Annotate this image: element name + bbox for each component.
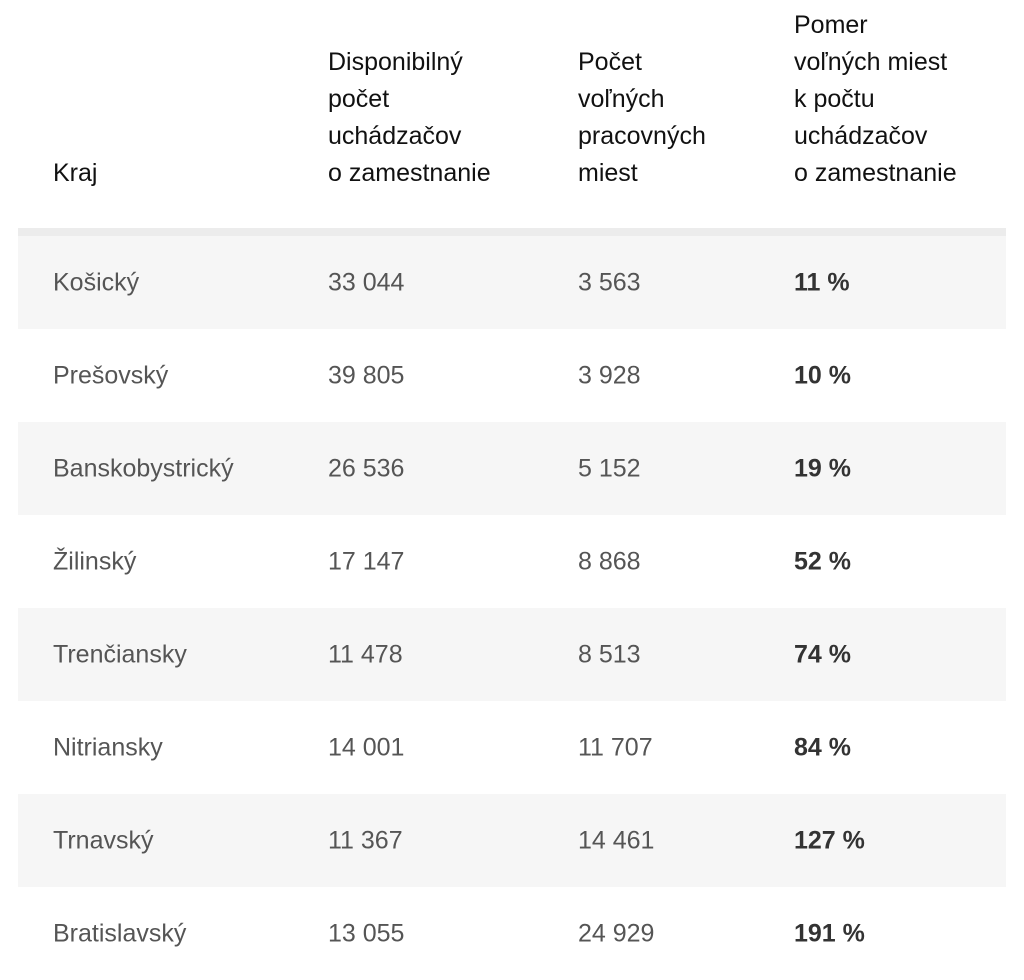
cell-vacancies: 24 929 (578, 919, 655, 947)
cell-applicants: 17 147 (328, 547, 405, 575)
cell-ratio: 84 % (794, 733, 851, 761)
header-region: Kraj (53, 159, 98, 187)
cell-ratio: 74 % (794, 640, 851, 668)
cell-region: Bratislavský (53, 919, 187, 947)
cell-ratio: 10 % (794, 361, 851, 389)
table-row: Prešovský 39 805 3 928 10 % (18, 329, 1006, 422)
cell-vacancies: 3 928 (578, 361, 641, 389)
cell-region: Košický (53, 268, 140, 296)
cell-ratio: 127 % (794, 826, 865, 854)
cell-applicants: 33 044 (328, 268, 405, 296)
table-row: Trnavský 11 367 14 461 127 % (18, 794, 1006, 887)
cell-ratio: 11 % (794, 268, 850, 296)
cell-region: Žilinský (53, 547, 137, 575)
cell-applicants: 13 055 (328, 919, 405, 947)
header-vacancies: Počet voľných pracovných miest (578, 48, 706, 187)
header-applicants: Disponibilný počet uchádzačov o zamestna… (328, 48, 491, 187)
cell-region: Trnavský (53, 826, 154, 854)
cell-vacancies: 3 563 (578, 268, 641, 296)
cell-region: Prešovský (53, 361, 169, 389)
cell-ratio: 191 % (794, 919, 865, 947)
cell-ratio: 19 % (794, 454, 851, 482)
cell-vacancies: 14 461 (578, 826, 655, 854)
table-row: Bratislavský 13 055 24 929 191 % (18, 887, 1006, 980)
cell-applicants: 11 478 (328, 640, 403, 668)
table-body: Košický 33 044 3 563 11 % Prešovský 39 8… (18, 236, 1006, 980)
table-row: Žilinský 17 147 8 868 52 % (18, 515, 1006, 608)
cell-vacancies: 5 152 (578, 454, 641, 482)
cell-applicants: 26 536 (328, 454, 405, 482)
table-row: Košický 33 044 3 563 11 % (18, 236, 1006, 329)
cell-region: Trenčiansky (53, 640, 187, 668)
cell-vacancies: 8 868 (578, 547, 641, 575)
cell-region: Banskobystrický (53, 454, 234, 482)
cell-vacancies: 11 707 (578, 733, 653, 761)
header-ratio: Pomer voľných miest k počtu uchádzačov o… (794, 11, 957, 187)
header-divider (18, 228, 1006, 236)
table-header: Kraj Disponibilný počet uchádzačov o zam… (0, 0, 1024, 228)
table-row: Nitriansky 14 001 11 707 84 % (18, 701, 1006, 794)
cell-applicants: 39 805 (328, 361, 405, 389)
cell-region: Nitriansky (53, 733, 163, 761)
cell-applicants: 14 001 (328, 733, 405, 761)
cell-ratio: 52 % (794, 547, 851, 575)
cell-vacancies: 8 513 (578, 640, 641, 668)
table-row: Banskobystrický 26 536 5 152 19 % (18, 422, 1006, 515)
cell-applicants: 11 367 (328, 826, 403, 854)
table-row: Trenčiansky 11 478 8 513 74 % (18, 608, 1006, 701)
